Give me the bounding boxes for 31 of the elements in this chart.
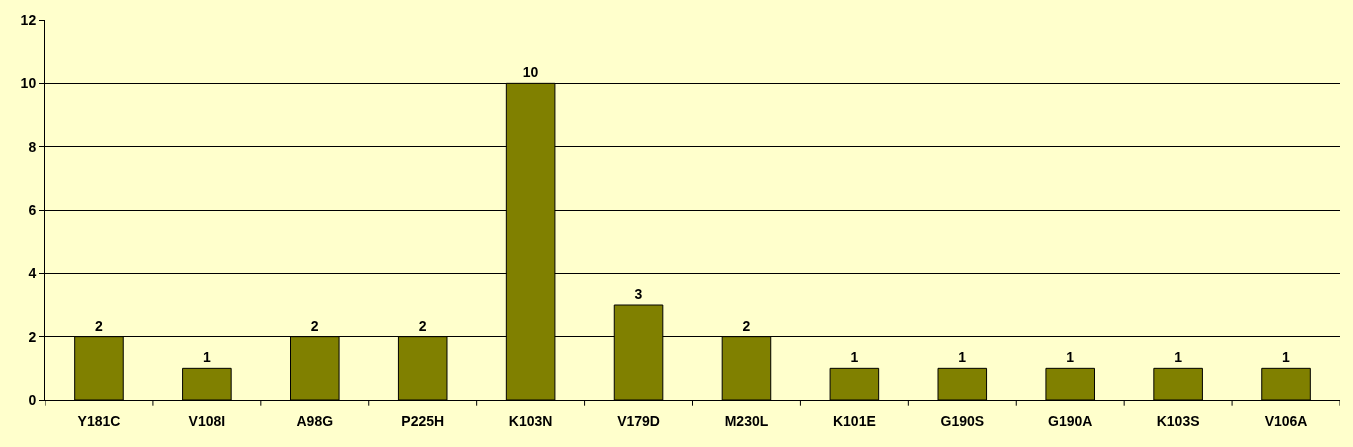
y-tick-label: 0 bbox=[28, 391, 37, 408]
y-tick-label: 12 bbox=[20, 11, 37, 28]
data-label: 1 bbox=[202, 349, 211, 366]
x-tick-label: P225H bbox=[401, 412, 445, 429]
data-label: 1 bbox=[850, 349, 859, 366]
data-label: 3 bbox=[634, 286, 643, 302]
x-tick-label: G190S bbox=[940, 412, 985, 429]
data-label: 1 bbox=[1066, 349, 1075, 366]
data-label: 2 bbox=[742, 317, 751, 334]
data-label: 1 bbox=[1282, 349, 1291, 366]
x-tick-label: V108I bbox=[188, 412, 226, 429]
x-tick-label: M230L bbox=[724, 412, 769, 429]
x-tick-label: A98G bbox=[296, 412, 334, 429]
y-tick-label: 6 bbox=[28, 201, 37, 218]
y-tick-label: 2 bbox=[28, 328, 37, 345]
data-label: 2 bbox=[310, 317, 319, 334]
x-tick-label: Y181C bbox=[77, 412, 121, 429]
x-tick-label: V179D bbox=[617, 412, 660, 429]
y-tick-label: 10 bbox=[20, 75, 37, 92]
y-tick-label: 8 bbox=[28, 138, 37, 155]
x-tick-label: K103S bbox=[1156, 412, 1200, 429]
y-tick-label: 4 bbox=[28, 265, 37, 282]
x-tick-label: K103N bbox=[508, 412, 553, 429]
x-tick-label: G190A bbox=[1048, 412, 1093, 429]
data-label: 2 bbox=[94, 317, 103, 334]
data-label: 1 bbox=[958, 349, 967, 366]
x-tick-label: K101E bbox=[832, 412, 876, 429]
data-label: 1 bbox=[1174, 349, 1183, 366]
data-label: 10 bbox=[522, 64, 539, 81]
data-label: 2 bbox=[418, 317, 427, 334]
x-tick-label: V106A bbox=[1264, 412, 1308, 429]
